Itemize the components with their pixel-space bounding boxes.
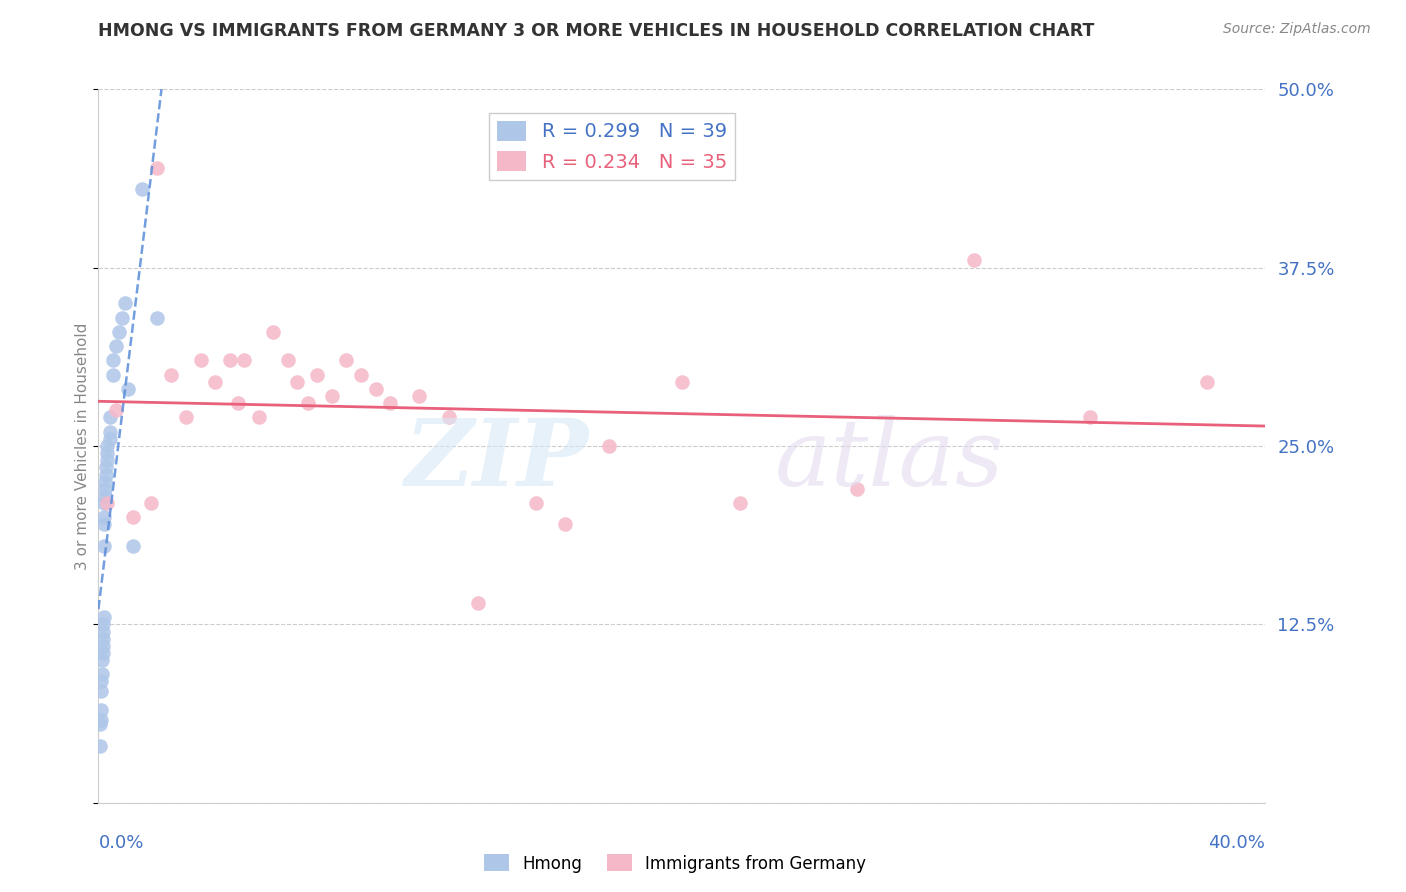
Point (104, 339, 127, 353)
Point (89, 717, 111, 731)
Point (262, 325, 284, 339)
Point (94, 460, 117, 475)
Point (190, 353, 212, 368)
Point (467, 596, 489, 610)
Point (350, 368, 373, 382)
Point (98, 425, 121, 439)
Point (228, 396, 250, 410)
Point (335, 353, 357, 368)
Point (93, 617, 115, 632)
Point (111, 310, 134, 325)
Point (378, 396, 402, 410)
Point (671, 375, 693, 389)
Point (94, 482, 117, 496)
Point (845, 482, 868, 496)
Point (160, 368, 183, 382)
Point (728, 496, 751, 510)
Point (122, 510, 145, 524)
Point (101, 353, 124, 368)
Point (598, 439, 620, 453)
Point (90, 703, 112, 717)
Point (94, 489, 117, 503)
Point (218, 353, 240, 368)
Point (524, 496, 547, 510)
Point (96, 439, 118, 453)
Point (91, 646, 114, 660)
Point (114, 296, 136, 310)
Point (91, 624, 114, 639)
Point (108, 325, 131, 339)
Legend: R = 0.299   N = 39, R = 0.234   N = 35: R = 0.299 N = 39, R = 0.234 N = 35 (489, 113, 735, 179)
Point (90, 713, 112, 727)
Point (90, 684, 112, 698)
Point (1195, 375, 1218, 389)
Point (233, 353, 256, 368)
Point (364, 382, 387, 396)
Point (307, 368, 329, 382)
Point (94, 467, 117, 482)
Point (285, 375, 308, 389)
Point (93, 539, 115, 553)
Point (96, 453, 118, 467)
Point (98, 410, 121, 425)
Point (117, 382, 139, 396)
Legend: Hmong, Immigrants from Germany: Hmong, Immigrants from Germany (477, 847, 873, 880)
Point (321, 389, 343, 403)
Point (297, 396, 319, 410)
Point (962, 253, 984, 268)
Text: Source: ZipAtlas.com: Source: ZipAtlas.com (1223, 22, 1371, 37)
Point (89, 739, 111, 753)
Point (91, 639, 114, 653)
Point (91, 632, 114, 646)
Point (104, 403, 127, 417)
Point (93, 610, 115, 624)
Point (408, 389, 430, 403)
Point (437, 410, 460, 425)
Point (554, 517, 576, 532)
Point (139, 496, 162, 510)
Point (96, 496, 118, 510)
Point (93, 510, 115, 524)
Point (174, 410, 197, 425)
Point (204, 375, 226, 389)
Point (96, 446, 118, 460)
Text: 0.0%: 0.0% (98, 834, 143, 852)
Point (90, 653, 112, 667)
Point (131, 182, 153, 196)
Point (101, 368, 124, 382)
Point (1080, 410, 1102, 425)
Point (93, 496, 115, 510)
Point (93, 517, 115, 532)
Point (277, 353, 299, 368)
Text: atlas: atlas (775, 416, 1005, 505)
Point (90, 667, 112, 681)
Y-axis label: 3 or more Vehicles in Household: 3 or more Vehicles in Household (75, 322, 90, 570)
Point (146, 310, 169, 325)
Point (146, 161, 169, 175)
Point (90, 674, 112, 689)
Text: 40.0%: 40.0% (1209, 834, 1265, 852)
Point (94, 475, 117, 489)
Point (98, 432, 121, 446)
Text: HMONG VS IMMIGRANTS FROM GERMANY 3 OR MORE VEHICLES IN HOUSEHOLD CORRELATION CHA: HMONG VS IMMIGRANTS FROM GERMANY 3 OR MO… (98, 22, 1095, 40)
Point (122, 539, 145, 553)
Text: ZIP: ZIP (405, 416, 589, 505)
Point (247, 410, 270, 425)
